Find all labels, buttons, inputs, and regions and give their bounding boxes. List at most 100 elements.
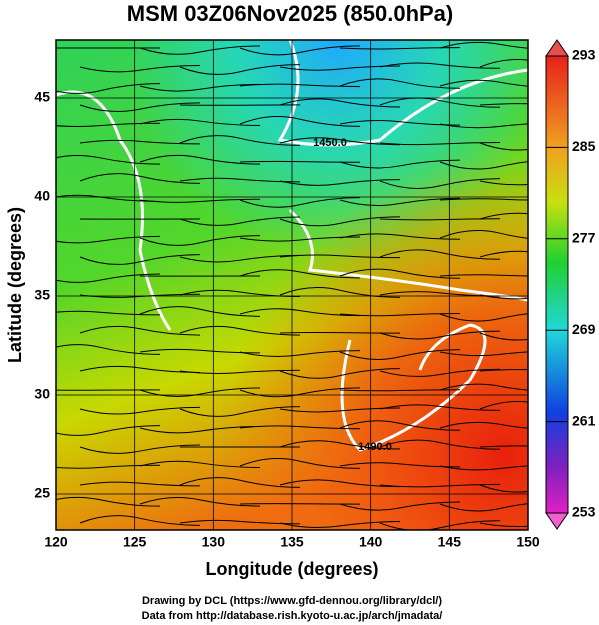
streamline — [339, 420, 461, 431]
streamline — [379, 368, 501, 377]
plot-frame — [55, 39, 529, 531]
streamline — [179, 254, 301, 263]
streamline — [279, 368, 401, 379]
streamline — [439, 421, 528, 429]
x-tick-label: 120 — [44, 534, 68, 550]
streamline — [479, 212, 528, 220]
streamline — [79, 139, 201, 145]
grid — [56, 40, 528, 530]
streamline — [239, 83, 361, 88]
streamline — [439, 351, 528, 357]
credit: Drawing by DCL (https://www.gfd-dennou.o… — [142, 595, 442, 607]
streamline — [139, 496, 261, 507]
x-tick-label: 145 — [438, 534, 462, 550]
x-tick-label: 140 — [359, 534, 383, 550]
colorbar-tick-label: 253 — [572, 504, 596, 520]
streamline — [139, 235, 261, 246]
streamline — [79, 325, 201, 336]
colorbar-arrow — [545, 39, 569, 57]
streamline — [79, 64, 201, 73]
streamline — [439, 123, 528, 129]
streamline — [379, 218, 501, 221]
streamline — [56, 496, 161, 507]
streamline — [339, 159, 461, 169]
streamline — [279, 479, 401, 488]
streamline — [479, 142, 528, 151]
colorbar-tick-label: 269 — [572, 321, 596, 337]
streamline — [279, 521, 401, 529]
streamline — [439, 79, 528, 87]
x-tick-label: 135 — [280, 534, 304, 550]
streamline — [339, 78, 461, 89]
streamline — [139, 45, 261, 55]
streamline — [279, 287, 401, 298]
streamline — [439, 198, 528, 201]
streamline — [379, 330, 501, 340]
streamline — [139, 198, 261, 203]
y-tick-label: 30 — [34, 386, 50, 402]
colorbar-tick-label: 277 — [572, 230, 596, 246]
streamline — [479, 445, 528, 448]
streamline — [339, 197, 461, 207]
y-tick-label: 35 — [34, 287, 50, 303]
streamline — [379, 404, 501, 411]
streamline — [339, 501, 461, 511]
colorbar-tick-label: 293 — [572, 47, 596, 63]
streamline — [79, 406, 201, 415]
streamline — [239, 116, 361, 127]
streamline — [479, 401, 528, 410]
streamline — [56, 310, 161, 316]
streamline — [56, 154, 161, 165]
streamline — [479, 484, 528, 493]
streamline — [479, 294, 528, 300]
colorbar-arrow — [545, 512, 569, 530]
streamline — [379, 483, 501, 488]
streamline — [79, 173, 201, 184]
streamline — [379, 62, 501, 69]
streamline — [139, 460, 261, 469]
contour-line — [288, 208, 528, 302]
streamline — [179, 477, 301, 488]
streamline — [479, 59, 528, 68]
streamline — [239, 425, 361, 430]
map-title: MSM 03Z06Nov2025 (850.0hPa) — [127, 1, 454, 26]
streamline — [279, 98, 401, 108]
streamline — [239, 160, 361, 163]
colorbar-tick-label: 285 — [572, 138, 596, 154]
streamline — [479, 103, 528, 106]
contour-label: 1490.0 — [358, 441, 392, 453]
streamline — [56, 273, 161, 283]
streamline — [479, 180, 528, 186]
streamline — [279, 137, 401, 146]
x-tick-label: 150 — [516, 534, 540, 550]
streamline — [339, 233, 461, 240]
contour-line — [340, 323, 487, 452]
streamline — [179, 64, 301, 75]
streamline — [79, 444, 201, 454]
streamline — [279, 179, 401, 186]
x-tick-label: 130 — [202, 534, 226, 550]
colorbar — [545, 55, 569, 514]
x-axis-label: Longitude (degrees) — [205, 559, 378, 579]
streamline — [439, 503, 528, 512]
colorbar-tick-label: 261 — [572, 412, 596, 428]
streamline — [379, 439, 501, 450]
streamline — [179, 325, 301, 336]
streamline — [139, 154, 261, 165]
streamline — [339, 349, 461, 360]
streamline — [56, 425, 161, 436]
streamline — [56, 235, 161, 244]
streamline — [139, 425, 261, 434]
streamline — [479, 332, 528, 341]
streamlines — [56, 41, 528, 530]
streamline — [339, 268, 461, 279]
streamline — [279, 440, 401, 450]
contour-line — [277, 40, 528, 147]
streamline — [179, 216, 301, 226]
y-tick-label: 45 — [34, 89, 50, 105]
contour-line — [56, 90, 172, 331]
x-tick-label: 125 — [123, 534, 147, 550]
streamline — [179, 135, 301, 146]
streamline — [279, 332, 401, 334]
